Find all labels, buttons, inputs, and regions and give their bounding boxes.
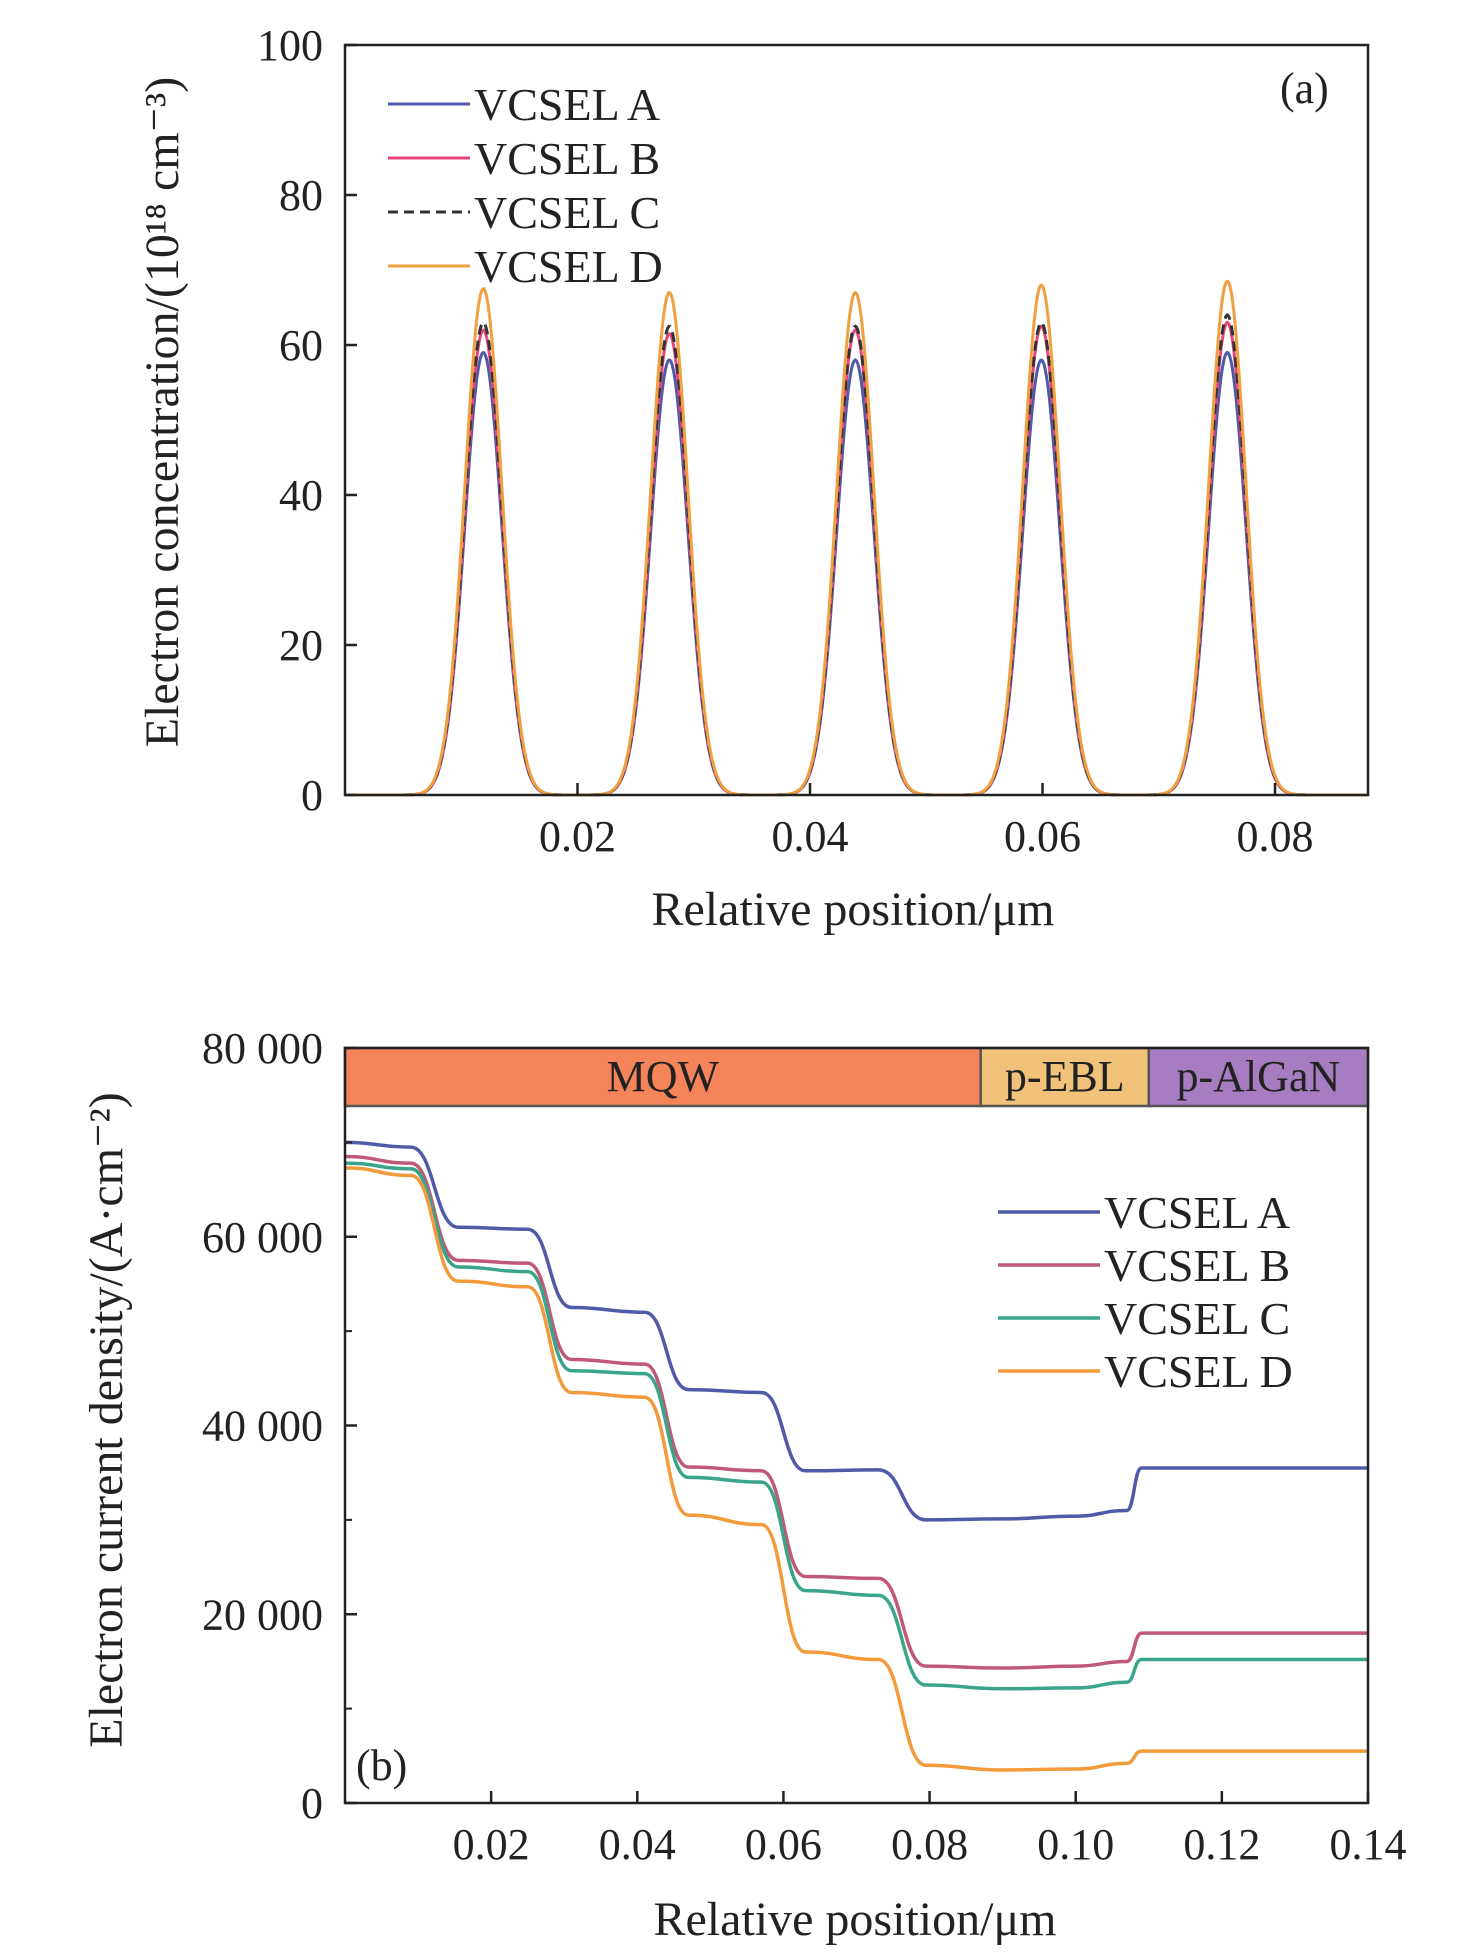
y-tick-label: 100: [257, 21, 323, 70]
series-line-vcsel-b: [344, 1154, 1369, 1670]
y-tick-label: 40: [279, 471, 323, 520]
panel-b-y-axis-label: Electron current density/(A·cm⁻²): [80, 1092, 133, 1747]
y-tick-label: 20: [279, 621, 323, 670]
x-tick-label: 0.14: [1330, 1820, 1407, 1869]
x-tick-label: 0.02: [539, 812, 616, 861]
y-tick-label: 80 000: [202, 1024, 323, 1073]
panel-b-chart: MQW p-EBL p-AlGaN 0.02 0.04 0.06 0.08 0.10 0.12…: [80, 1024, 1407, 1946]
region-label: p-AlGaN: [1177, 1052, 1341, 1101]
y-tick-label: 40 000: [202, 1402, 323, 1451]
series-line-vcsel-a: [344, 1140, 1368, 1522]
y-tick-label: 0: [301, 771, 323, 820]
legend-label: VCSEL D: [474, 241, 663, 292]
panel-a-label: (a): [1280, 64, 1329, 113]
panel-a-chart: 0.02 0.04 0.06 0.08 0 20 40 60 80 100 Relative p…: [136, 21, 1370, 936]
panel-b-x-axis-label: Relative position/μm: [653, 1893, 1056, 1946]
y-tick-label: 80: [279, 171, 323, 220]
legend-label: VCSEL B: [474, 133, 660, 184]
x-tick-label: 0.06: [745, 1820, 822, 1869]
panel-b-plot-area: [343, 1046, 1370, 1805]
x-tick-label: 0.06: [1004, 812, 1081, 861]
region-mqw: [343, 1046, 982, 1108]
panel-a-y-axis-label: Electron concentration/(10¹⁸ cm⁻³): [136, 77, 189, 748]
x-tick-label: 0.08: [891, 1820, 968, 1869]
x-tick-label: 0.02: [453, 1820, 530, 1869]
panel-a-x-axis-label: Relative position/μm: [651, 883, 1054, 936]
series-line-vcsel-d: [345, 279, 1368, 797]
panel-a-x-ticks: 0.02 0.04 0.06 0.08: [539, 783, 1314, 861]
x-tick-label: 0.04: [772, 812, 849, 861]
panel-a-frame: [343, 43, 1370, 797]
legend-label: VCSEL A: [474, 79, 660, 130]
panel-b-y-ticks: 0 20 000 40 000 60 000 80 000: [202, 1024, 357, 1828]
legend-label: VCSEL C: [474, 187, 660, 238]
region-label: p-EBL: [1005, 1052, 1125, 1101]
legend-label: VCSEL C: [1104, 1293, 1290, 1344]
panel-a-plot-area: [343, 43, 1370, 797]
region-label: MQW: [607, 1052, 720, 1101]
legend-label: VCSEL D: [1104, 1346, 1293, 1397]
series-line-vcsel-d: [344, 1166, 1368, 1772]
x-tick-label: 0.04: [599, 1820, 676, 1869]
panel-b-label: (b): [356, 1741, 407, 1790]
y-tick-label: 0: [301, 1779, 323, 1828]
y-tick-label: 60: [279, 321, 323, 370]
legend-label: VCSEL B: [1104, 1240, 1290, 1291]
x-tick-label: 0.08: [1237, 812, 1314, 861]
panel-b-frame: [343, 1046, 1370, 1805]
legend-label: VCSEL A: [1104, 1187, 1290, 1238]
y-tick-label: 60 000: [202, 1213, 323, 1262]
x-tick-label: 0.12: [1183, 1820, 1260, 1869]
x-tick-label: 0.10: [1037, 1820, 1114, 1869]
y-tick-label: 20 000: [202, 1590, 323, 1639]
panel-b-region-bar: MQW p-EBL p-AlGaN: [343, 1046, 1370, 1108]
panel-a-y-ticks: 0 20 40 60 80 100: [257, 21, 357, 820]
series-line-vcsel-c: [344, 1161, 1368, 1691]
panel-b-x-ticks: 0.02 0.04 0.06 0.08 0.10 0.12 0.14: [453, 1791, 1407, 1869]
